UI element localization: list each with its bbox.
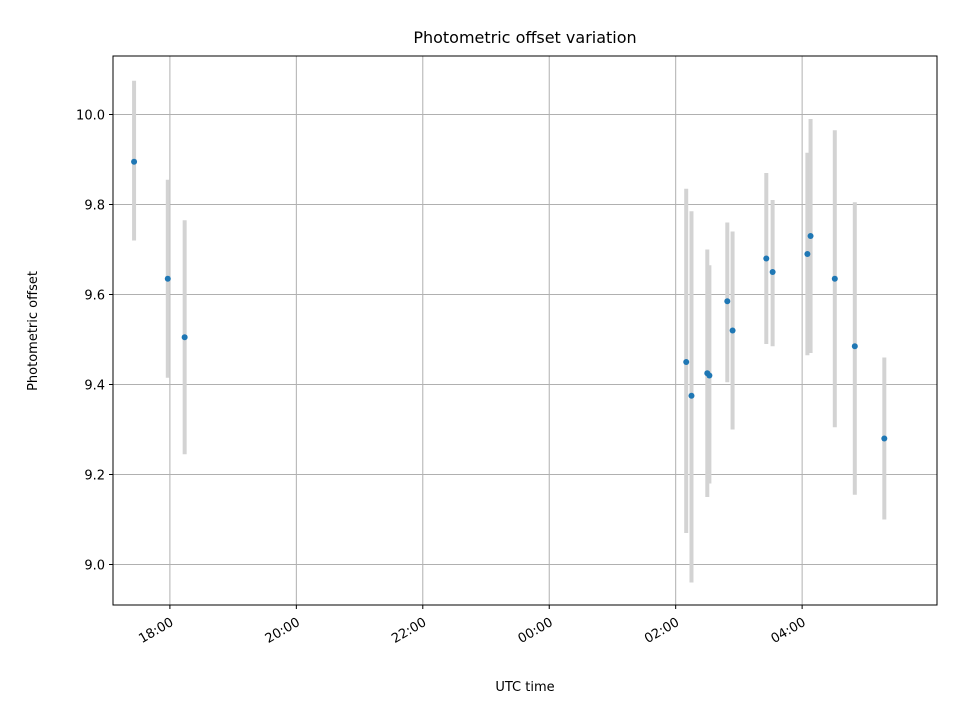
data-point — [881, 435, 888, 442]
data-point — [763, 255, 770, 262]
y-tick-label: 9.4 — [84, 379, 105, 394]
x-tick-label: 22:00 — [389, 615, 429, 647]
x-tick-label: 02:00 — [642, 615, 682, 647]
y-tick-label: 9.0 — [84, 559, 105, 574]
data-points — [131, 158, 888, 442]
x-tick-label: 00:00 — [516, 615, 556, 647]
chart-title: Photometric offset variation — [413, 28, 636, 47]
x-tick-label: 18:00 — [136, 615, 176, 647]
grid-lines — [113, 56, 937, 605]
y-tick-label: 9.6 — [84, 289, 105, 304]
plot-frame — [112, 55, 938, 606]
data-point — [706, 372, 713, 379]
x-axis-label: UTC time — [495, 680, 554, 695]
data-point — [769, 269, 776, 275]
data-point — [688, 392, 695, 399]
y-tick-label: 10.0 — [76, 109, 105, 124]
data-point — [164, 275, 171, 282]
data-point — [831, 275, 838, 282]
data-point — [683, 359, 690, 365]
y-axis-ticks: 9.0 9.2 9.4 9.6 9.8 10.0 — [76, 109, 113, 574]
y-tick-label: 9.8 — [84, 199, 105, 214]
data-point — [181, 334, 188, 341]
data-point — [807, 233, 814, 239]
data-point — [724, 298, 731, 305]
data-point — [804, 251, 811, 257]
x-tick-label: 20:00 — [263, 615, 303, 647]
data-point — [851, 343, 858, 350]
y-tick-label: 9.2 — [84, 469, 105, 484]
data-point — [729, 327, 736, 334]
y-axis-label: Photometric offset — [26, 271, 41, 391]
data-point — [131, 158, 138, 165]
x-tick-label: 04:00 — [769, 615, 809, 647]
x-axis-ticks: 18:00 20:00 22:00 00:00 02:00 04:00 — [136, 605, 809, 647]
error-bars — [132, 80, 887, 583]
